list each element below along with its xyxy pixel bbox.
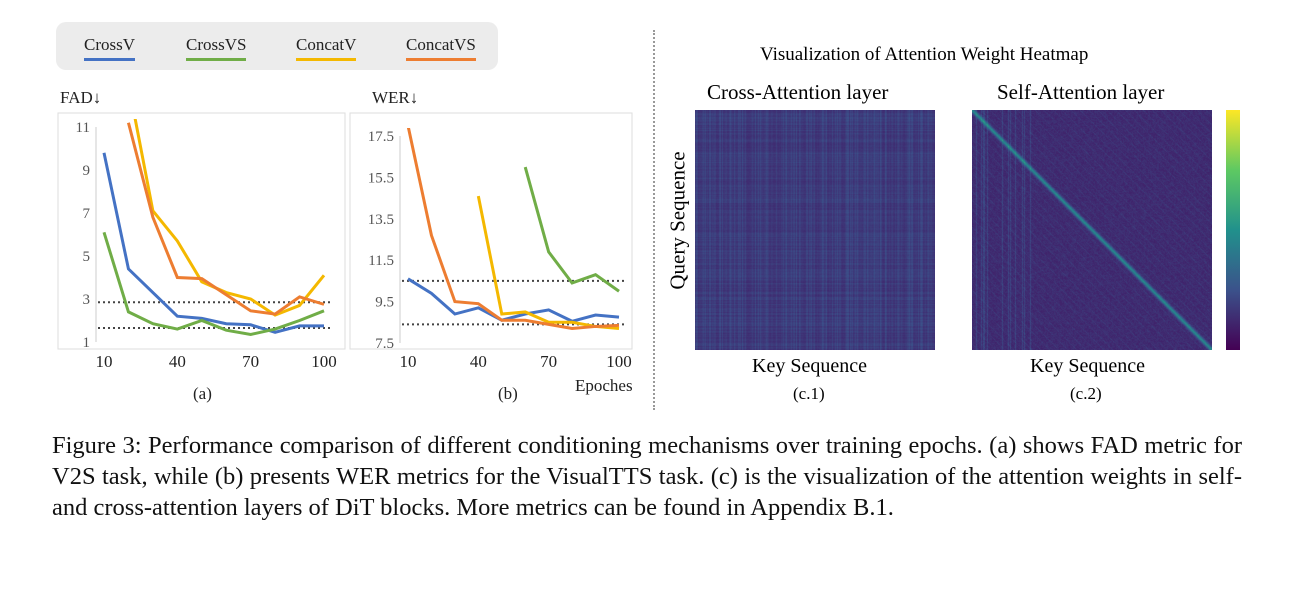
y-tick-label: 11 bbox=[76, 120, 90, 136]
x-tick-label: 40 bbox=[470, 352, 487, 371]
heatmap-c2-label: (c.2) bbox=[1070, 384, 1102, 404]
heatmap-c1-label: (c.1) bbox=[793, 384, 825, 404]
y-tick-label: 13.5 bbox=[368, 212, 394, 228]
y-tick-label: 17.5 bbox=[368, 129, 394, 145]
colorbar bbox=[1226, 110, 1240, 350]
heatmap-c1-xlabel: Key Sequence bbox=[752, 355, 867, 378]
x-tick-label: 70 bbox=[242, 352, 259, 371]
y-tick-label: 15.5 bbox=[368, 170, 394, 186]
x-tick-label: 100 bbox=[311, 352, 337, 371]
heatmap-title: Visualization of Attention Weight Heatma… bbox=[760, 44, 1088, 66]
figure-caption: Figure 3: Performance comparison of diff… bbox=[52, 430, 1242, 523]
line-charts: 1 3 5 7 9 11 10 40 70 100 7.5 9.5 11.5 13.5 15.5 17.5 10… bbox=[0, 0, 650, 420]
y-tick-label: 3 bbox=[83, 292, 91, 308]
self-attention-heatmap bbox=[972, 110, 1212, 350]
x-tick-label: 70 bbox=[540, 352, 557, 371]
heatmap-c2-xlabel: Key Sequence bbox=[1030, 355, 1145, 378]
y-tick-label: 9 bbox=[83, 163, 91, 179]
y-tick-label: 7.5 bbox=[375, 336, 394, 352]
x-tick-label: 10 bbox=[400, 352, 417, 371]
y-tick-label: 9.5 bbox=[375, 295, 394, 311]
x-tick-label: 100 bbox=[606, 352, 632, 371]
x-tick-label: 10 bbox=[96, 352, 113, 371]
cross-attention-heatmap bbox=[695, 110, 935, 350]
heatmap-c2-title: Self-Attention layer bbox=[997, 80, 1164, 105]
x-tick-label: 40 bbox=[169, 352, 186, 371]
y-tick-label: 11.5 bbox=[368, 253, 394, 269]
heatmap-ylabel: Query Sequence bbox=[666, 131, 691, 311]
heatmap-c1-title: Cross-Attention layer bbox=[707, 80, 888, 105]
divider bbox=[653, 30, 655, 410]
y-tick-label: 5 bbox=[83, 249, 91, 265]
y-tick-label: 1 bbox=[83, 335, 91, 351]
plot-area-a bbox=[58, 113, 345, 349]
y-tick-label: 7 bbox=[83, 206, 91, 222]
